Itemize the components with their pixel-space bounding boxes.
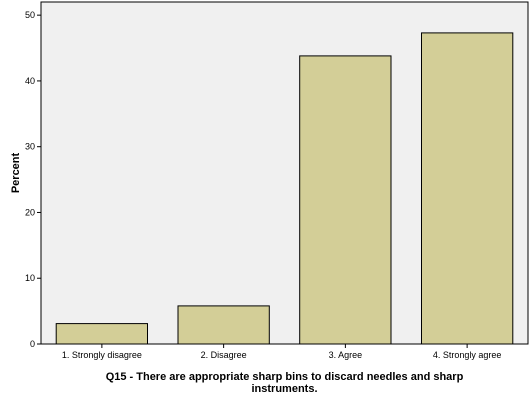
x-axis-label-line-2: instruments. (251, 383, 317, 395)
x-tick-label-3: 3. Agree (329, 350, 363, 360)
y-tick-label-4: 40 (25, 76, 35, 86)
y-tick-label-2: 20 (25, 207, 35, 217)
x-tick-label-1: 1. Strongly disagree (62, 350, 142, 360)
y-axis-label: Percent (10, 152, 22, 193)
bar-2 (177, 305, 270, 345)
bar-3 (299, 55, 392, 345)
x-axis-label-line-1: Q15 - There are appropriate sharp bins t… (106, 371, 464, 383)
y-tick-label-5: 50 (25, 10, 35, 20)
y-tick-label-1: 10 (25, 273, 35, 283)
y-tick-label-0: 0 (30, 339, 35, 349)
y-axis: 0 10 20 30 40 50 (25, 10, 41, 349)
x-axis: 1. Strongly disagree 2. Disagree 3. Agree 4… (62, 344, 502, 360)
bar-1 (55, 323, 149, 345)
bar-4 (421, 32, 514, 345)
bars-group (55, 32, 514, 345)
x-tick-label-4: 4. Strongly agree (433, 350, 502, 360)
x-tick-label-2: 2. Disagree (201, 350, 247, 360)
y-tick-label-3: 30 (25, 142, 35, 152)
